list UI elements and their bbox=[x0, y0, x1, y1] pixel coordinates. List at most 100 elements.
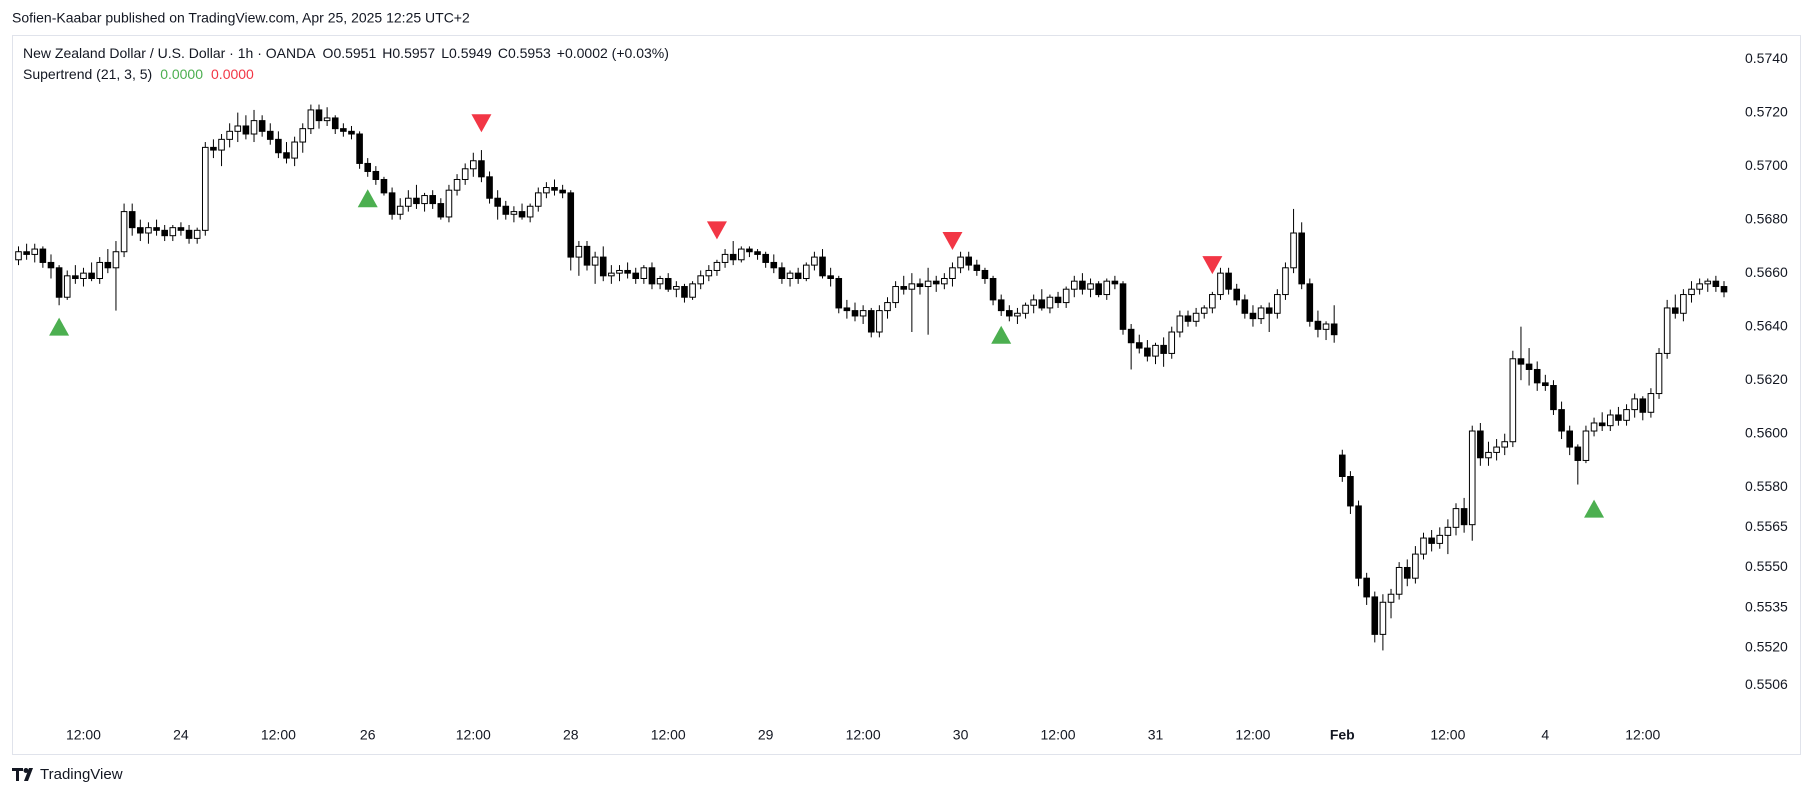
candle-body bbox=[1379, 601, 1387, 635]
candle-body bbox=[1347, 476, 1354, 507]
candle-body bbox=[1712, 280, 1720, 288]
candle-body bbox=[518, 211, 526, 218]
candle-body bbox=[591, 256, 599, 266]
y-tick-label: 0.5506 bbox=[1745, 676, 1788, 692]
candle-body bbox=[388, 192, 396, 215]
candle-body bbox=[1322, 323, 1330, 330]
candle-body bbox=[534, 192, 542, 207]
candle-body bbox=[1103, 280, 1111, 296]
brand-name: TradingView bbox=[40, 766, 123, 783]
candle-body bbox=[104, 261, 112, 269]
candle-body bbox=[1574, 446, 1582, 461]
candle-body bbox=[323, 117, 331, 122]
candle-body bbox=[1355, 505, 1362, 579]
candle-body bbox=[876, 310, 883, 333]
candle-body bbox=[1558, 409, 1565, 432]
candle-body bbox=[405, 197, 412, 207]
candle-body bbox=[372, 170, 380, 180]
candle-body bbox=[47, 261, 55, 269]
candle-body bbox=[1501, 441, 1509, 448]
candle-body bbox=[973, 264, 981, 271]
candle-body bbox=[266, 130, 274, 140]
candle-body bbox=[746, 248, 753, 253]
candle-body bbox=[1290, 232, 1297, 269]
candle-body bbox=[23, 251, 30, 255]
candle-body bbox=[1387, 593, 1395, 603]
candle-body bbox=[250, 120, 258, 135]
candle-body bbox=[242, 125, 250, 135]
x-tick-label: 4 bbox=[1541, 727, 1549, 743]
candle-body bbox=[1493, 446, 1500, 453]
candle-body bbox=[1241, 299, 1249, 314]
buy-signal bbox=[991, 325, 1012, 344]
candle-body bbox=[859, 310, 867, 317]
candle-body bbox=[981, 269, 989, 279]
candle-body bbox=[616, 269, 623, 274]
candle-body bbox=[1517, 358, 1525, 365]
candle-body bbox=[315, 109, 323, 122]
x-tick-label: 12:00 bbox=[261, 727, 296, 743]
candle-body bbox=[258, 120, 266, 132]
candle-body bbox=[1192, 312, 1200, 322]
candle-body bbox=[1200, 307, 1208, 314]
candle-body bbox=[1135, 342, 1143, 349]
candle-body bbox=[413, 197, 420, 205]
candle-body bbox=[1030, 299, 1037, 306]
candle-body bbox=[486, 176, 493, 199]
candle-body bbox=[916, 283, 924, 288]
candle-body bbox=[478, 160, 485, 178]
y-tick-label: 0.5680 bbox=[1745, 210, 1788, 226]
candle-body bbox=[1444, 526, 1452, 536]
candle-body bbox=[811, 256, 818, 266]
candle-body bbox=[120, 211, 128, 253]
candle-body bbox=[1696, 283, 1703, 290]
candle-body bbox=[1598, 422, 1606, 427]
candle-body bbox=[1038, 299, 1046, 309]
candle-body bbox=[526, 205, 534, 218]
candle-body bbox=[1217, 272, 1224, 296]
candle-body bbox=[713, 261, 721, 271]
candle-body bbox=[1631, 398, 1638, 411]
candle-body bbox=[1460, 508, 1468, 526]
candle-body bbox=[1550, 385, 1557, 411]
buy-signal bbox=[1584, 499, 1605, 518]
y-tick-label: 0.5565 bbox=[1745, 518, 1788, 534]
candle-body bbox=[1282, 267, 1289, 296]
x-tick-label: 12:00 bbox=[651, 727, 686, 743]
candle-body bbox=[421, 195, 428, 205]
candle-body bbox=[949, 267, 956, 279]
candle-body bbox=[1006, 310, 1013, 317]
candle-body bbox=[210, 146, 217, 151]
candle-body bbox=[1452, 508, 1460, 528]
candle-body bbox=[299, 128, 307, 143]
candle-body bbox=[754, 251, 761, 255]
legend-label: H bbox=[382, 45, 392, 61]
candle-body bbox=[15, 251, 22, 261]
x-tick-label: 29 bbox=[758, 727, 774, 743]
legend-label: O bbox=[323, 45, 334, 61]
candle-body bbox=[1079, 280, 1086, 290]
x-tick-label: 12:00 bbox=[1430, 727, 1465, 743]
chart-frame bbox=[12, 35, 1801, 755]
candle-body bbox=[193, 229, 201, 239]
candle-body bbox=[827, 275, 834, 279]
candle-body bbox=[348, 130, 355, 135]
candle-body bbox=[31, 248, 39, 255]
candle-body bbox=[656, 277, 664, 285]
candle-body bbox=[1046, 296, 1054, 309]
candle-body bbox=[80, 272, 87, 279]
candle-body bbox=[1054, 296, 1062, 304]
candle-body bbox=[1062, 288, 1070, 304]
candle-body bbox=[1509, 358, 1517, 443]
candle-body bbox=[1566, 430, 1573, 448]
candle-body bbox=[697, 275, 705, 285]
candle-body bbox=[234, 125, 242, 132]
y-tick-label: 0.5720 bbox=[1745, 103, 1788, 119]
candle-body bbox=[1087, 283, 1094, 290]
candle-body bbox=[989, 277, 997, 301]
candle-body bbox=[226, 130, 233, 140]
candle-body bbox=[1403, 566, 1411, 579]
x-tick-label: 12:00 bbox=[846, 727, 881, 743]
candle-body bbox=[1119, 283, 1127, 330]
candle-body bbox=[1582, 430, 1590, 461]
